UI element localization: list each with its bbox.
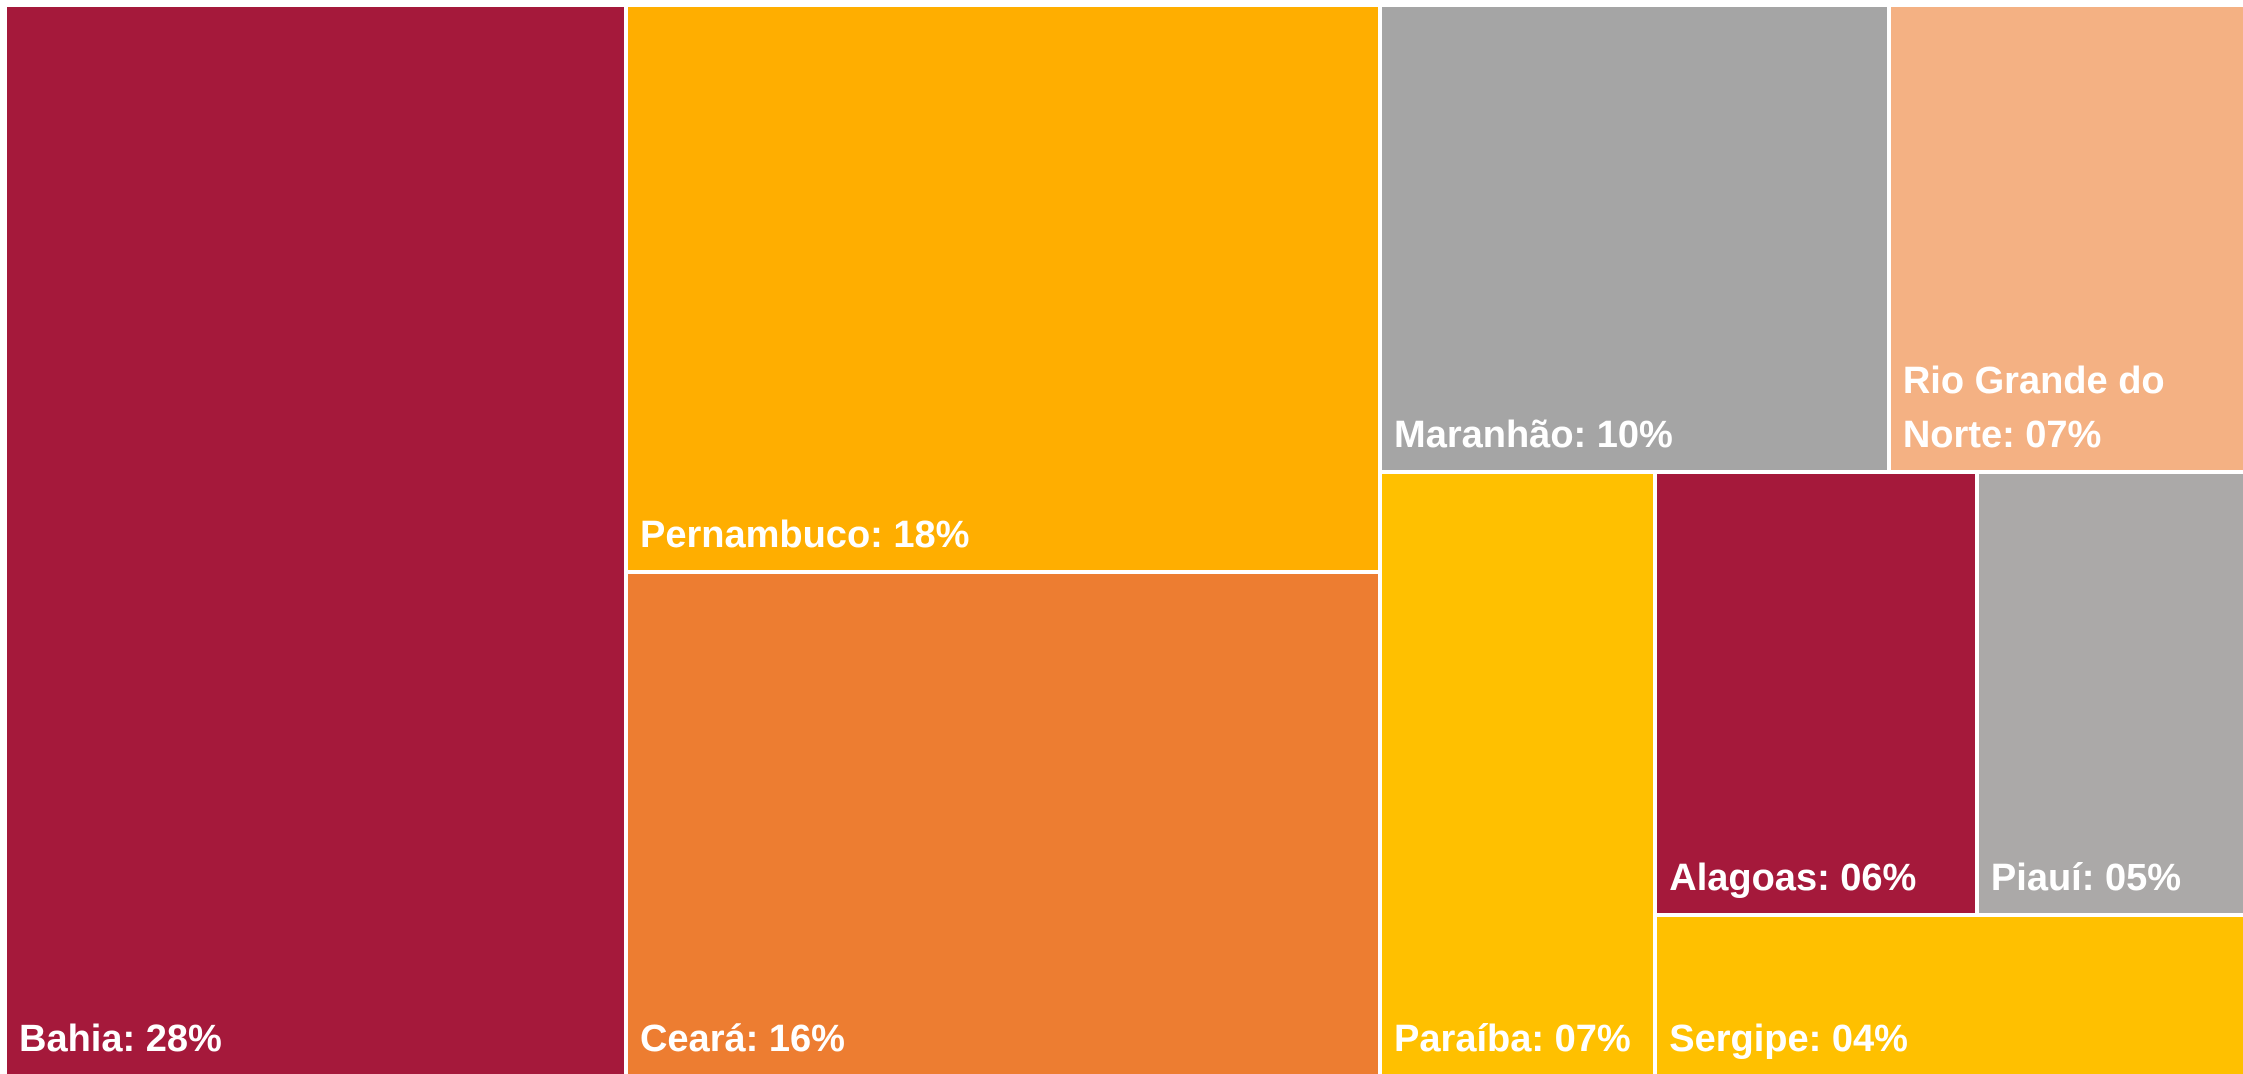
tile: Rio Grande do Norte: 07% — [1890, 7, 2243, 470]
tile: Paraíba: 07% — [1382, 473, 1654, 1074]
tile-label: Ceará: 16% — [639, 1017, 845, 1060]
tile-label: Rio Grande do Norte: 07% — [1902, 360, 2165, 456]
tile-label: Piauí: 05% — [1990, 856, 2181, 899]
tile-label: Maranhão: 10% — [1394, 413, 1673, 456]
tile-label: Sergipe: 04% — [1669, 1017, 1908, 1060]
tile: Pernambuco: 18% — [627, 7, 1379, 570]
tile-label: Bahia: 28% — [19, 1017, 222, 1060]
tile: Sergipe: 04% — [1657, 916, 2243, 1074]
tile: Bahia: 28% — [7, 7, 624, 1074]
tile-label: Paraíba: 07% — [1394, 1017, 1631, 1060]
tile-label: Alagoas: 06% — [1669, 856, 1917, 899]
tile-label: Pernambuco: 18% — [639, 513, 970, 556]
tile: Alagoas: 06% — [1657, 473, 1975, 913]
tile: Maranhão: 10% — [1382, 7, 1887, 470]
tile: Piauí: 05% — [1978, 473, 2243, 913]
tile: Ceará: 16% — [627, 574, 1379, 1074]
